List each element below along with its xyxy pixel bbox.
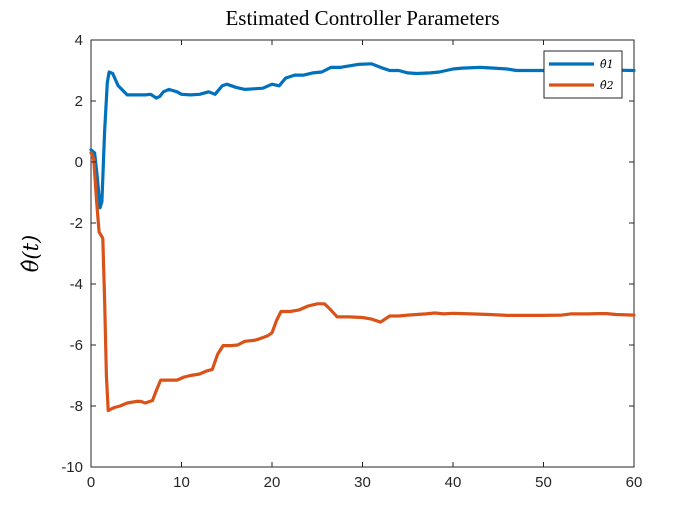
x-tick-label: 50 <box>535 474 552 491</box>
x-tick-label: 30 <box>354 474 371 491</box>
legend-label-1: θ̂1 <box>600 58 614 71</box>
legend-items: θ̂1 θ̂2 <box>549 58 614 92</box>
series-line-1 <box>89 62 636 210</box>
x-tick-label: 40 <box>445 474 462 491</box>
y-tick-label: -8 <box>70 398 83 415</box>
x-tick-label: 0 <box>87 474 95 491</box>
y-tick-label: -10 <box>61 459 83 476</box>
x-tick-label: 20 <box>264 474 281 491</box>
x-axis: 0 10 20 30 40 50 60 <box>87 40 643 491</box>
y-tick-label: 0 <box>75 154 83 171</box>
legend-label-2: θ̂2 <box>600 79 614 92</box>
series-layer <box>89 62 636 413</box>
x-tick-label: 60 <box>626 474 643 491</box>
y-axis-label: θ̂(t) <box>19 235 43 272</box>
series-line-2 <box>89 151 636 413</box>
y-tick-label: 4 <box>75 32 83 49</box>
legend-box <box>543 50 623 99</box>
y-tick-label: -2 <box>70 215 83 232</box>
y-tick-label: -6 <box>70 337 83 354</box>
chart-title: Estimated Controller Parameters <box>225 6 499 30</box>
x-tick-label: 10 <box>173 474 190 491</box>
y-tick-label: 2 <box>75 93 83 110</box>
plot-area <box>90 39 635 468</box>
y-axis: 4 2 0 -2 -4 -6 -8 -10 <box>61 32 634 476</box>
y-tick-label: -4 <box>70 276 83 293</box>
legend: θ̂1 θ̂2 <box>543 50 623 99</box>
